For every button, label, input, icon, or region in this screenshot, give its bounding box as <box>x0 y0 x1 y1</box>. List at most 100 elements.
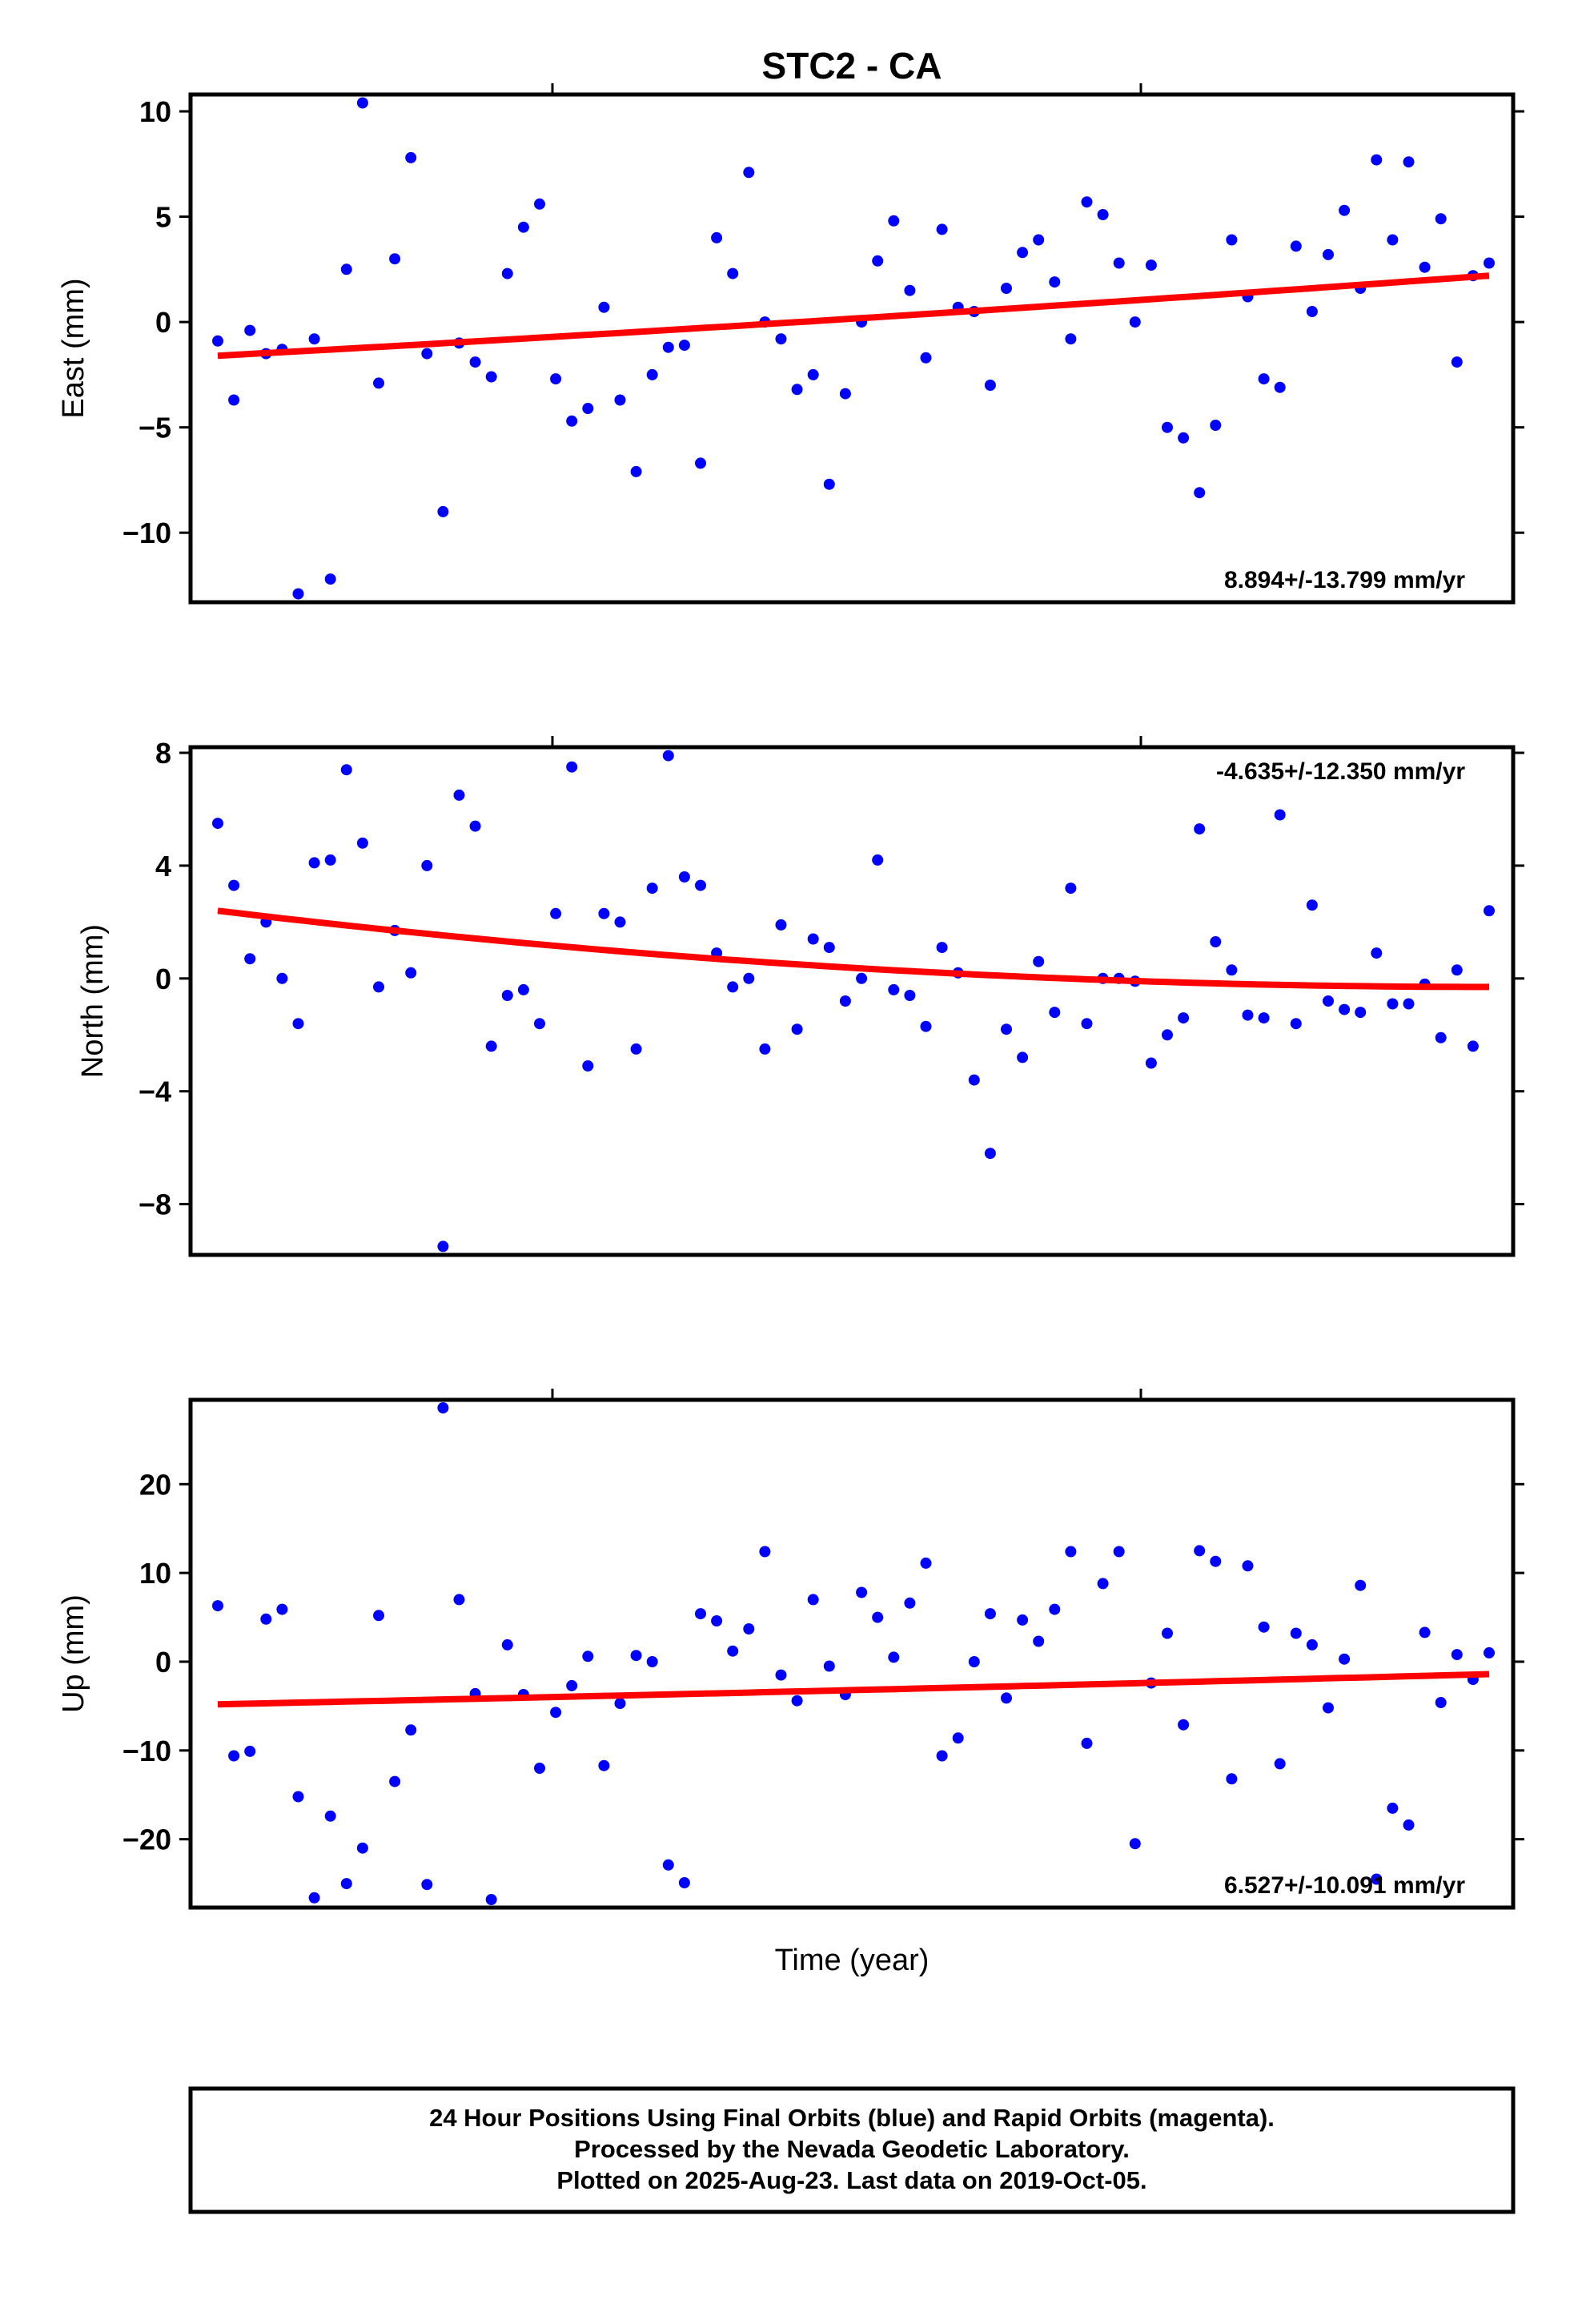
north-data-point <box>469 820 481 832</box>
east-data-point <box>212 335 223 347</box>
north-data-point <box>1290 1018 1302 1030</box>
up-data-point <box>872 1611 884 1623</box>
north-data-point <box>244 953 256 965</box>
east-data-point <box>1210 420 1222 431</box>
up-data-point <box>308 1892 320 1904</box>
east-frame <box>188 92 1516 605</box>
footer-line-3: Plotted on 2025-Aug-23. Last data on 201… <box>556 2166 1146 2194</box>
east-data-point <box>1097 209 1109 220</box>
north-data-point <box>308 857 320 869</box>
east-data-point <box>936 223 948 235</box>
east-data-point <box>662 341 674 353</box>
east-data-point <box>437 505 449 517</box>
north-ytick-label: 8 <box>155 737 171 770</box>
east-data-point <box>646 368 658 380</box>
up-data-point <box>1339 1653 1351 1665</box>
north-data-point <box>1274 809 1286 821</box>
east-ytick-label: 0 <box>155 306 171 339</box>
north-data-point <box>984 1148 996 1160</box>
up-data-point <box>1323 1702 1334 1714</box>
up-ytick-label: 20 <box>139 1468 171 1501</box>
up-data-point <box>501 1638 513 1651</box>
north-data-point <box>1242 1009 1254 1021</box>
east-ytick-label: −5 <box>139 412 171 444</box>
north-data-point <box>1435 1031 1447 1043</box>
up-data-point <box>856 1586 868 1598</box>
up-data-point <box>1226 1773 1238 1785</box>
east-data-point <box>340 263 352 275</box>
north-data-point <box>485 1040 497 1052</box>
north-data-point <box>405 967 417 979</box>
up-data-point <box>566 1679 578 1691</box>
east-data-point <box>920 352 932 364</box>
up-data-point <box>389 1775 401 1787</box>
east-data-point <box>904 284 916 296</box>
north-data-point <box>646 883 658 895</box>
east-data-point <box>711 231 723 243</box>
east-data-point <box>550 373 562 385</box>
up-data-point <box>1403 1819 1415 1831</box>
east-data-point <box>517 221 529 233</box>
east-data-point <box>1129 316 1141 328</box>
east-data-point <box>872 255 884 267</box>
east-data-point <box>1145 259 1157 271</box>
up-data-point <box>1065 1546 1077 1558</box>
north-data-point <box>904 990 916 1001</box>
up-data-point <box>340 1878 352 1890</box>
up-data-point <box>1371 1873 1383 1885</box>
north-data-point <box>1081 1018 1093 1030</box>
east-panel: 10 5 0 −5 −10 East (mm) 8.894+/-13.799 mm/yr <box>57 83 1524 605</box>
up-data-point <box>534 1763 545 1774</box>
east-data-point <box>1162 421 1173 433</box>
east-data-point <box>727 267 739 279</box>
east-data-point <box>373 377 384 389</box>
north-data-point <box>968 1074 980 1086</box>
north-data-point <box>1258 1012 1270 1024</box>
north-ytick-label: 4 <box>155 850 171 883</box>
north-data-point <box>212 818 223 830</box>
up-data-point <box>775 1669 787 1681</box>
up-data-point <box>952 1732 964 1744</box>
up-data-point <box>807 1594 819 1606</box>
north-data-point <box>872 854 884 866</box>
up-data-point <box>421 1879 433 1891</box>
east-data-point <box>984 380 996 391</box>
east-data-point <box>356 97 368 109</box>
north-data-point <box>1178 1012 1190 1024</box>
north-ytick-label: 0 <box>155 963 171 995</box>
north-data-point <box>228 879 240 891</box>
up-data-point <box>1435 1697 1447 1708</box>
north-frame <box>188 745 1516 1257</box>
up-data-point <box>1129 1838 1141 1850</box>
up-data-point <box>373 1610 384 1622</box>
north-data-point <box>598 907 610 919</box>
up-data-point <box>920 1557 932 1569</box>
up-data-point <box>662 1859 674 1871</box>
north-data-point <box>517 983 529 995</box>
east-data-point <box>1065 333 1077 345</box>
up-data-point <box>1162 1627 1173 1639</box>
up-data-point <box>1290 1627 1302 1639</box>
east-data-point <box>1274 381 1286 393</box>
east-data-point <box>1387 234 1399 246</box>
east-data-point <box>1113 257 1125 269</box>
north-data-point <box>324 854 336 866</box>
up-data-point <box>356 1842 368 1854</box>
east-ytick-label: −10 <box>122 517 171 549</box>
north-data-point <box>1226 964 1238 976</box>
north-data-point <box>1403 998 1415 1010</box>
up-data-point <box>292 1791 304 1803</box>
up-data-point <box>453 1594 465 1606</box>
east-data-point <box>614 394 626 406</box>
up-data-point <box>1387 1802 1399 1814</box>
up-frame <box>188 1397 1516 1910</box>
north-data-point <box>807 933 819 945</box>
up-ytick-label: 0 <box>155 1646 171 1679</box>
north-data-point <box>1017 1051 1029 1063</box>
up-data-point <box>1049 1603 1061 1615</box>
up-panel: 20 10 0 −10 −20 Up (mm) 6.527+/-10.091 mm/yr <box>57 1389 1524 1910</box>
north-data-point <box>1162 1029 1173 1041</box>
north-data-point <box>1065 883 1077 895</box>
north-data-point <box>1049 1007 1061 1019</box>
